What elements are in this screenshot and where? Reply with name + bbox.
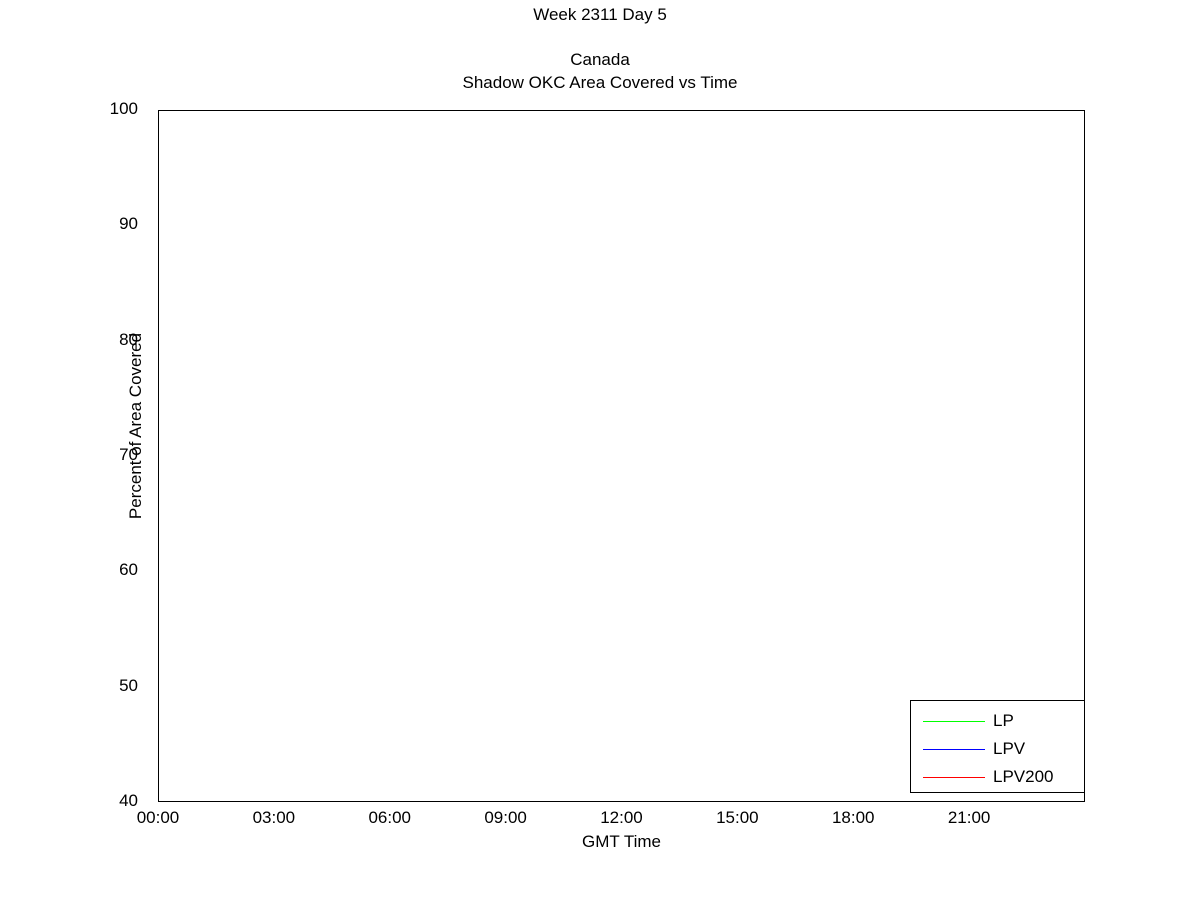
x-axis-label: GMT Time	[581, 832, 662, 851]
legend-item-lp[interactable]: LP	[911, 706, 1086, 737]
plot-title-line1: Canada	[570, 50, 630, 69]
y-tick-label: 90	[119, 214, 138, 234]
figure-suptitle: Week 2311 Day 5	[533, 5, 667, 24]
plot-frame	[158, 110, 1085, 802]
x-tick-label: 21:00	[947, 808, 991, 827]
legend-label-lpv: LPV	[993, 739, 1026, 758]
x-tick-label: 03:00	[252, 808, 296, 827]
legend-swatch-lp	[923, 721, 985, 722]
legend-box[interactable]: LP LPV LPV200	[910, 700, 1085, 793]
y-tick-label: 40	[119, 791, 138, 810]
x-tick-label: 06:00	[368, 808, 412, 827]
x-tick-label: 00:00	[136, 808, 180, 827]
x-tick-label: 15:00	[716, 808, 759, 827]
plot-title: Canada Shadow OKC Area Covered vs Time	[0, 48, 1200, 94]
y-tick-label: 100	[109, 99, 138, 118]
x-tick-label: 12:00	[600, 808, 643, 827]
plot-area	[158, 110, 1085, 802]
y-tick-label: 50	[119, 675, 138, 695]
x-tick-label: 18:00	[831, 808, 875, 827]
legend-item-lpv[interactable]: LPV	[911, 734, 1086, 765]
legend-swatch-lpv	[923, 749, 985, 750]
x-tick-label: 09:00	[484, 808, 527, 827]
plot-title-line2: Shadow OKC Area Covered vs Time	[462, 73, 738, 92]
y-tick-label: 80	[119, 329, 138, 349]
y-tick-label: 60	[119, 560, 138, 580]
y-tick-label: 70	[119, 445, 138, 464]
legend-swatch-lpv200	[923, 777, 985, 778]
legend-label-lpv200: LPV200	[993, 767, 1054, 786]
legend-label-lp: LP	[993, 711, 1014, 730]
legend-item-lpv200[interactable]: LPV200	[911, 762, 1086, 793]
